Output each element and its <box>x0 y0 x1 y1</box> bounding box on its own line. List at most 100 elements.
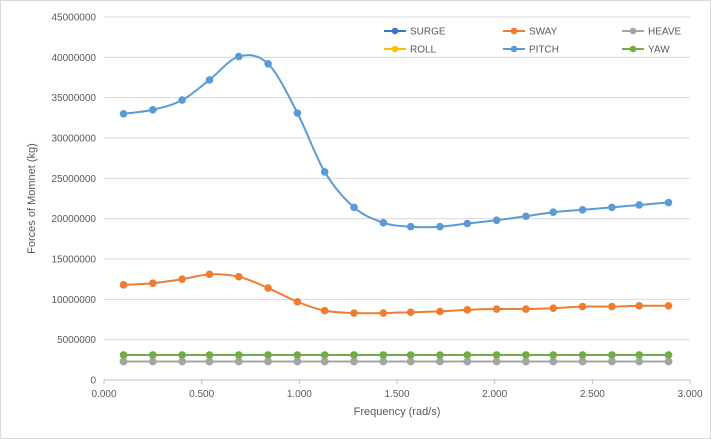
y-tick-label: 20000000 <box>52 214 97 225</box>
legend-item-pitch: PITCH <box>503 45 559 56</box>
data-point-sway <box>293 297 302 306</box>
legend-label: PITCH <box>529 45 559 56</box>
data-point-pitch <box>522 212 530 221</box>
data-point-heave <box>119 357 128 366</box>
y-tick-label: 40000000 <box>52 53 97 64</box>
data-point-sway <box>350 309 358 317</box>
data-point-yaw <box>293 351 302 359</box>
legend-marker <box>510 27 518 35</box>
series-yaw <box>119 351 673 359</box>
data-point-sway <box>492 305 501 313</box>
data-point-yaw <box>549 351 558 359</box>
data-point-heave <box>379 357 388 366</box>
data-point-heave <box>350 357 358 366</box>
legend-marker <box>510 45 518 53</box>
x-tick-label: 0.000 <box>91 389 116 400</box>
data-point-pitch <box>578 205 587 214</box>
data-point-sway <box>149 279 157 288</box>
data-point-heave <box>149 357 157 366</box>
data-point-yaw <box>463 351 472 359</box>
data-point-pitch <box>664 198 673 207</box>
legend-label: SWAY <box>529 27 558 38</box>
data-point-heave <box>463 357 472 366</box>
data-point-heave <box>549 357 558 366</box>
data-point-pitch <box>379 218 388 227</box>
data-point-sway <box>463 306 472 314</box>
data-point-pitch <box>463 219 472 228</box>
data-point-yaw <box>578 351 587 359</box>
data-point-sway <box>635 301 644 310</box>
y-tick-label: 10000000 <box>52 295 97 306</box>
data-point-yaw <box>492 351 501 359</box>
x-tick-label: 3.000 <box>677 389 702 400</box>
series-heave <box>119 357 673 366</box>
data-point-sway <box>578 302 587 311</box>
data-point-sway <box>178 275 186 283</box>
data-point-yaw <box>320 351 329 359</box>
data-point-pitch <box>293 109 302 117</box>
data-point-pitch <box>205 76 214 84</box>
data-point-yaw <box>350 351 358 359</box>
y-axis-title: Forces of Momnet (kg) <box>26 143 38 254</box>
legend-item-roll: ROLL <box>384 45 437 56</box>
legend-item-yaw: YAW <box>622 45 670 56</box>
data-point-heave <box>205 357 214 366</box>
legend-marker <box>629 45 637 53</box>
legend-marker <box>391 45 399 53</box>
data-point-heave <box>406 357 415 366</box>
data-point-yaw <box>406 351 415 359</box>
data-point-sway <box>608 302 616 311</box>
data-point-yaw <box>635 351 644 359</box>
data-point-pitch <box>234 52 243 61</box>
data-point-heave <box>320 357 329 366</box>
series-pitch <box>119 52 673 231</box>
data-point-sway <box>234 272 243 281</box>
legend-label: YAW <box>648 45 670 56</box>
data-point-sway <box>549 304 558 313</box>
data-point-yaw <box>264 351 272 359</box>
y-tick-label: 30000000 <box>52 134 97 145</box>
x-tick-label: 1.000 <box>287 389 312 400</box>
data-point-sway <box>205 270 214 279</box>
grid-layer <box>104 16 690 381</box>
y-tick-label: 45000000 <box>52 13 97 24</box>
data-point-pitch <box>320 168 329 176</box>
y-tick-label: 15000000 <box>52 255 97 266</box>
legend-label: HEAVE <box>648 27 681 38</box>
x-tick-label: 2.000 <box>482 389 507 400</box>
data-point-sway <box>436 307 444 316</box>
data-point-yaw <box>149 351 157 359</box>
data-point-heave <box>578 357 587 366</box>
data-point-heave <box>436 357 444 366</box>
data-point-sway <box>379 309 388 317</box>
data-point-pitch <box>406 222 415 231</box>
series-line-pitch <box>123 54 669 229</box>
data-point-pitch <box>264 59 272 68</box>
data-point-pitch <box>635 201 644 209</box>
y-tick-label: 5000000 <box>57 335 96 346</box>
y-tick-label: 35000000 <box>52 93 97 104</box>
data-point-pitch <box>178 96 186 104</box>
series-layer <box>119 52 673 366</box>
data-point-pitch <box>350 203 358 212</box>
legend-marker <box>629 27 637 35</box>
legend-label: ROLL <box>410 45 437 56</box>
data-point-heave <box>264 357 272 366</box>
data-point-sway <box>119 281 128 289</box>
data-point-yaw <box>522 351 530 359</box>
data-point-sway <box>320 306 329 315</box>
data-point-heave <box>293 357 302 366</box>
series-sway <box>119 270 673 317</box>
data-point-heave <box>492 357 501 366</box>
axis-layer: 0 5000000 10000000 15000000 20000000 25000000… <box>52 13 703 401</box>
x-axis-title: Frequency (rad/s) <box>354 406 441 418</box>
y-tick-label: 25000000 <box>52 174 97 185</box>
data-point-heave <box>522 357 530 366</box>
series-line-sway <box>123 273 669 315</box>
data-point-yaw <box>436 351 444 359</box>
legend-label: SURGE <box>410 27 446 38</box>
data-point-sway <box>406 308 415 317</box>
y-tick-label: 0 <box>90 376 96 387</box>
